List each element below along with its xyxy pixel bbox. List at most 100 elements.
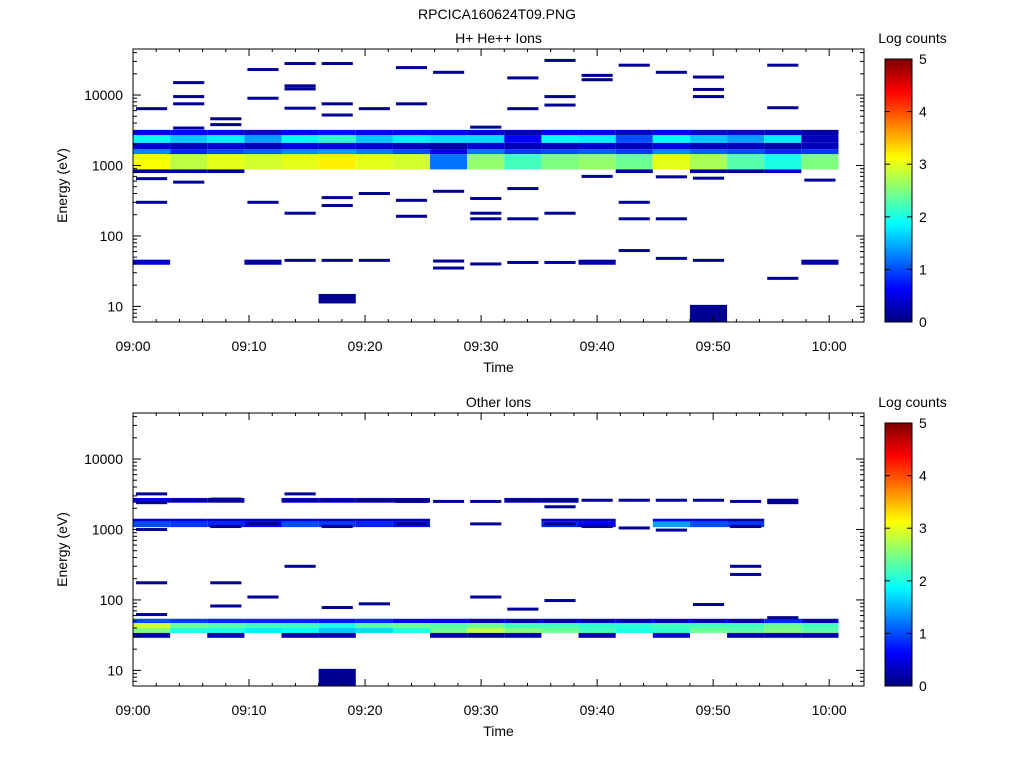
- heatmap-line: [136, 581, 168, 585]
- heatmap-line: [284, 492, 316, 496]
- heatmap-cell: [392, 129, 431, 136]
- heatmap-cell: [689, 521, 728, 528]
- heatmap-cell: [281, 149, 319, 155]
- colorbar-tick-label: 2: [919, 209, 927, 225]
- heatmap-line: [470, 499, 502, 503]
- heatmap-cell: [578, 135, 616, 143]
- heatmap-cell: [578, 632, 616, 638]
- heatmap-cell: [392, 154, 431, 170]
- heatmap-cell: [281, 518, 319, 522]
- heatmap-line: [544, 260, 576, 264]
- heatmap-line: [544, 58, 576, 62]
- y-tick-label: 100: [100, 592, 124, 608]
- heatmap-cell: [801, 259, 839, 265]
- colorbar-tick-label: 4: [919, 104, 927, 120]
- heatmap-cell: [727, 632, 765, 638]
- heatmap-cell: [615, 627, 653, 633]
- heatmap-cell: [207, 623, 245, 628]
- heatmap-cell: [392, 618, 431, 624]
- heatmap-cell: [244, 154, 282, 170]
- heatmap-line: [507, 107, 539, 111]
- heatmap-line: [730, 572, 762, 576]
- heatmap-line: [284, 106, 316, 110]
- heatmap-line: [581, 525, 613, 529]
- heatmap-line: [618, 217, 650, 221]
- x-tick-label: 09:20: [348, 338, 383, 354]
- heatmap-cell: [318, 149, 356, 155]
- colorbar-tick-label: 3: [919, 520, 927, 536]
- heatmap-cell: [652, 129, 690, 136]
- colorbar: [884, 58, 913, 323]
- chart-title: H+ He++ Ions: [455, 30, 542, 46]
- heatmap-line: [581, 73, 613, 77]
- heatmap-cell: [170, 169, 208, 174]
- heatmap-cell: [318, 518, 356, 522]
- heatmap-cell: [207, 627, 245, 633]
- heatmap-cell: [578, 259, 616, 265]
- heatmap-line: [395, 522, 428, 526]
- colorbar-tick-label: 0: [919, 314, 927, 330]
- heatmap-cell: [170, 627, 208, 633]
- heatmap-cell: [244, 129, 282, 136]
- heatmap-line: [395, 198, 428, 202]
- heatmap-line: [136, 200, 168, 204]
- heatmap-line: [692, 258, 725, 262]
- heatmap-cell: [764, 149, 802, 155]
- heatmap-line: [136, 501, 168, 505]
- heatmap-cell: [764, 169, 802, 174]
- heatmap-cell: [170, 618, 208, 624]
- heatmap-line: [804, 178, 836, 182]
- heatmap-cell: [727, 518, 765, 522]
- heatmap-cell: [244, 618, 282, 624]
- heatmap-line: [321, 258, 353, 262]
- heatmap-cell: [355, 627, 393, 633]
- heatmap-cell: [541, 518, 579, 522]
- heatmap-cell: [355, 518, 393, 522]
- heatmap-cell: [689, 149, 728, 155]
- heatmap-line: [395, 66, 428, 70]
- heatmap-cell: [764, 618, 802, 624]
- heatmap-line: [692, 603, 725, 607]
- heatmap-cell: [727, 627, 765, 633]
- heatmap-cell: [652, 623, 690, 628]
- heatmap-cell: [652, 518, 690, 522]
- heatmap-cell: [133, 618, 171, 624]
- heatmap-line: [767, 498, 799, 502]
- heatmap-cell: [764, 632, 802, 638]
- heatmap-cell: [430, 623, 468, 628]
- heatmap-cell: [244, 627, 282, 633]
- heatmap-cell: [207, 142, 245, 150]
- heatmap-cell: [727, 521, 765, 528]
- heatmap-line: [618, 200, 650, 204]
- heatmap-cell: [578, 518, 616, 522]
- heatmap-cell: [467, 142, 505, 150]
- heatmap-cell: [355, 623, 393, 628]
- heatmap-line: [321, 196, 353, 200]
- heatmap-cell: [689, 623, 728, 628]
- heatmap-cell: [467, 154, 505, 170]
- heatmap-cell: [392, 142, 431, 150]
- heatmap-line: [470, 595, 502, 599]
- colorbar-tick-label: 0: [919, 678, 927, 694]
- colorbar-label: Log counts: [878, 394, 947, 410]
- heatmap-cell: [504, 627, 542, 633]
- heatmap-cell: [318, 618, 356, 624]
- heatmap-line: [173, 126, 205, 130]
- x-tick-label: 10:00: [812, 338, 847, 354]
- heatmap-line: [544, 498, 576, 502]
- heatmap-cell: [207, 149, 245, 155]
- heatmap-line: [470, 125, 502, 129]
- heatmap-line: [284, 564, 316, 568]
- heatmap-line: [470, 522, 502, 526]
- heatmap-line: [284, 87, 316, 91]
- heatmap-cell: [652, 142, 690, 150]
- colorbar-tick-label: 1: [919, 625, 927, 641]
- heatmap-line: [395, 214, 428, 218]
- heatmap-line: [247, 96, 279, 100]
- y-tick-label: 10: [107, 298, 123, 314]
- heatmap-cell: [801, 135, 839, 143]
- heatmap-line: [544, 505, 576, 509]
- colorbar-tick-label: 5: [919, 415, 927, 431]
- heatmap-line: [136, 492, 168, 496]
- heatmap-cell: [467, 623, 505, 628]
